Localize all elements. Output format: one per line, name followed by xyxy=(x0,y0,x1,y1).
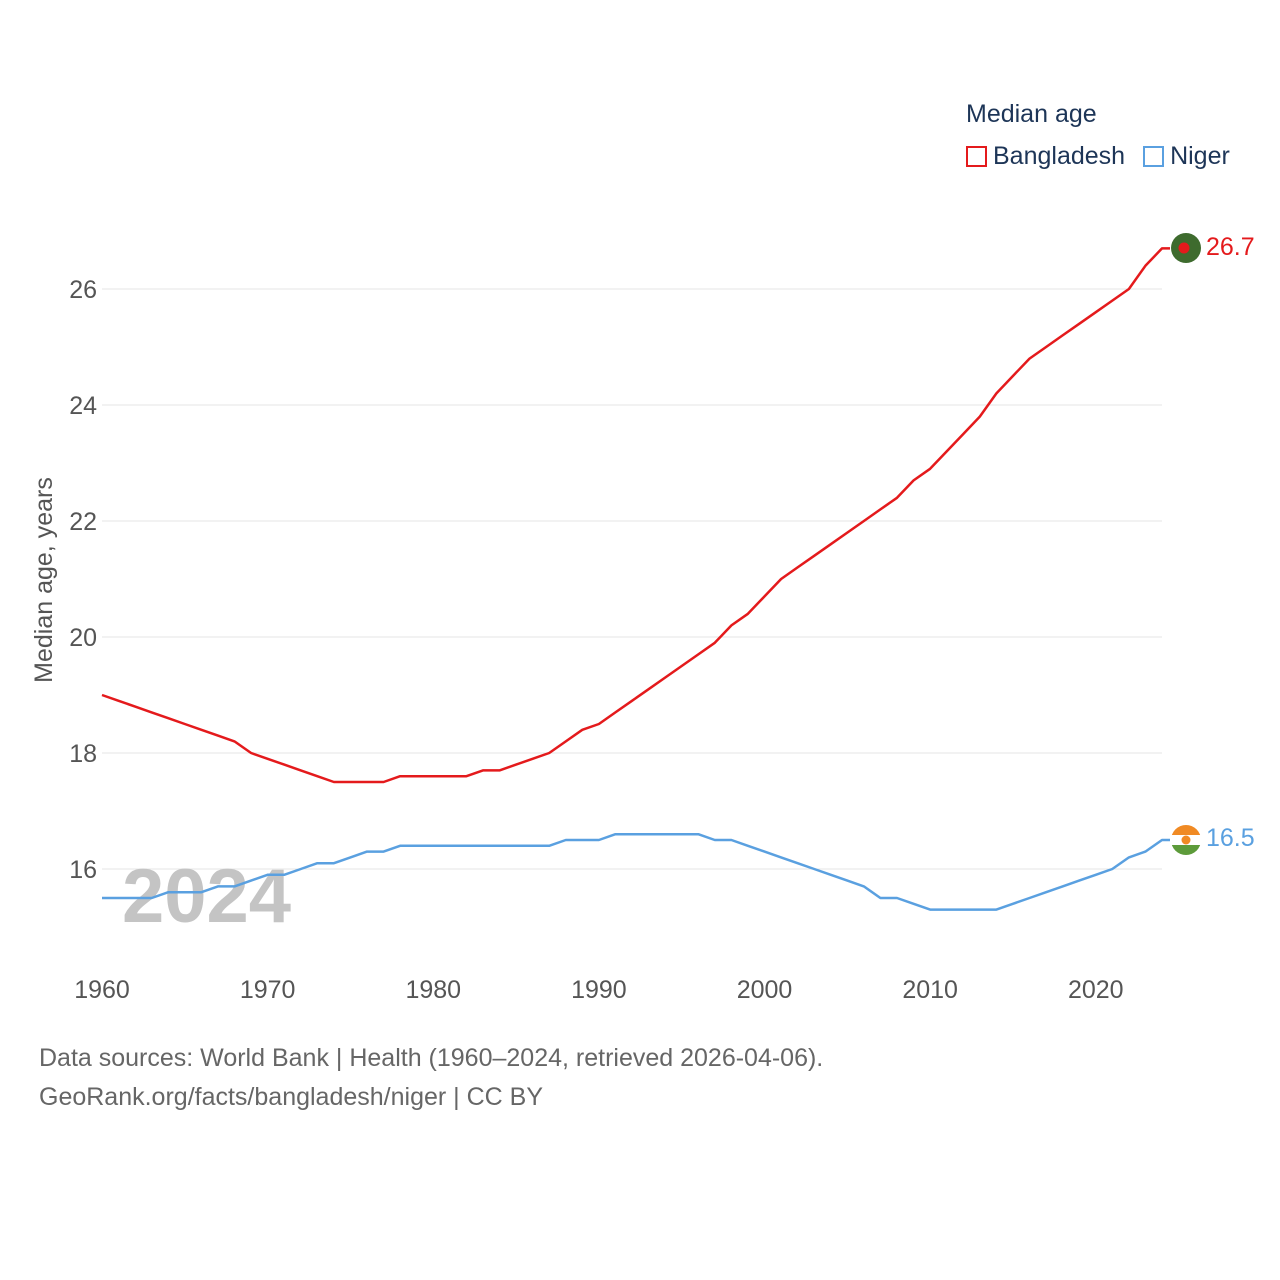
x-axis: 1960 1970 1980 1990 2000 2010 2020 xyxy=(74,976,1123,1004)
legend-label-niger: Niger xyxy=(1170,142,1230,170)
series xyxy=(101,247,1170,911)
x-tick-label: 2010 xyxy=(902,976,958,1004)
bangladesh-end-label: 26.7 xyxy=(1206,233,1255,261)
legend-title: Median age xyxy=(966,100,1097,128)
legend-item-niger[interactable]: Niger xyxy=(1143,142,1230,171)
legend-label-bangladesh: Bangladesh xyxy=(993,142,1126,170)
attribution-link[interactable]: GeoRank.org/facts/bangladesh/niger | CC … xyxy=(39,1083,543,1111)
niger-end-label: 16.5 xyxy=(1206,824,1255,852)
y-axis: 16 18 20 22 24 26 xyxy=(69,276,97,884)
x-tick-label: 1970 xyxy=(240,976,296,1004)
y-axis-label: Median age, years xyxy=(30,477,58,683)
y-tick-label: 16 xyxy=(69,856,97,884)
y-tick-label: 22 xyxy=(69,508,97,536)
legend-swatch-niger xyxy=(1143,146,1165,167)
x-tick-label: 1980 xyxy=(405,976,461,1004)
x-tick-label: 2020 xyxy=(1068,976,1124,1004)
year-watermark: 2024 xyxy=(122,854,291,939)
legend-item-bangladesh[interactable]: Bangladesh xyxy=(966,142,1125,171)
y-tick-label: 20 xyxy=(69,624,97,652)
niger-flag-icon[interactable] xyxy=(1170,824,1202,856)
y-tick-label: 18 xyxy=(69,740,97,768)
data-source-note: Data sources: World Bank | Health (1960–… xyxy=(39,1044,824,1072)
series-line-bangladesh[interactable] xyxy=(101,247,1170,784)
x-tick-label: 1990 xyxy=(571,976,627,1004)
series-line-niger[interactable] xyxy=(102,832,1170,911)
legend-swatch-bangladesh xyxy=(966,146,987,167)
y-tick-label: 24 xyxy=(69,392,97,420)
gridlines xyxy=(102,288,1162,870)
legend: Bangladesh Niger xyxy=(966,142,1248,171)
x-tick-label: 2000 xyxy=(737,976,793,1004)
y-tick-label: 26 xyxy=(69,276,97,304)
bangladesh-flag-icon[interactable] xyxy=(1171,233,1201,263)
x-tick-label: 1960 xyxy=(74,976,130,1004)
